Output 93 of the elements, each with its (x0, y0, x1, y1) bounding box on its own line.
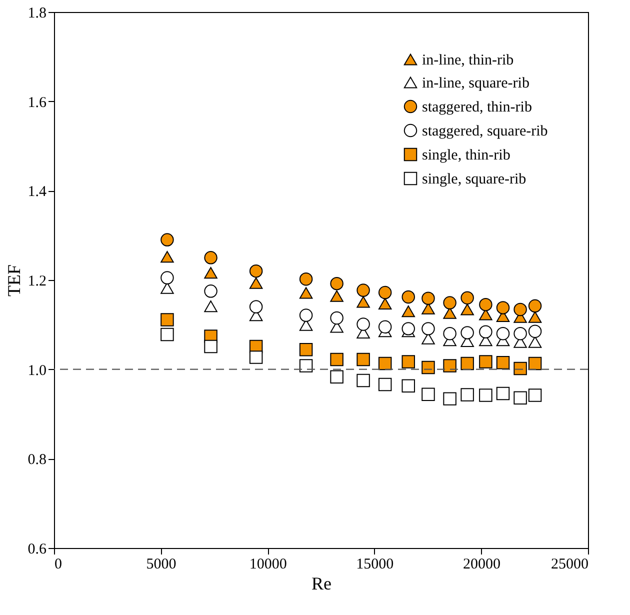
point (443, 392, 456, 406)
point (299, 359, 313, 372)
point (528, 324, 542, 338)
x-tick-label: 15000 (356, 556, 394, 572)
point (422, 388, 435, 401)
point (330, 276, 344, 290)
point (378, 320, 392, 334)
point (356, 284, 370, 297)
point (528, 311, 542, 323)
point (514, 326, 527, 340)
point (496, 301, 510, 314)
legend-label: single, thin-rib (422, 148, 510, 164)
point (422, 292, 435, 305)
point (402, 322, 415, 336)
legend-label: in-line, square-rib (422, 76, 530, 92)
point (204, 251, 218, 264)
point (160, 328, 174, 342)
point (356, 296, 370, 308)
point (460, 388, 474, 402)
point (330, 290, 344, 302)
point (460, 304, 474, 316)
point (443, 296, 456, 310)
y-axis-title: TEF (4, 264, 24, 297)
point (460, 356, 474, 370)
y-tick-label: 0.6 (28, 542, 47, 558)
x-axis-title: Re (312, 574, 332, 594)
point (204, 300, 218, 312)
y-tick-label: 1.4 (28, 184, 47, 200)
point (422, 322, 435, 336)
point (160, 282, 174, 294)
point (160, 271, 174, 284)
point (460, 326, 474, 340)
point (479, 325, 492, 338)
point (528, 388, 542, 402)
point (378, 356, 392, 370)
point (204, 284, 218, 298)
point (443, 307, 456, 319)
x-tick-label: 20000 (462, 556, 500, 572)
y-tick-label: 1.6 (28, 94, 47, 111)
point (330, 311, 344, 325)
point (443, 359, 456, 372)
point (378, 286, 392, 300)
y-tick-label: 0.8 (28, 452, 46, 468)
point (514, 302, 527, 316)
point (249, 350, 263, 364)
point (496, 326, 510, 340)
point (528, 356, 542, 370)
point (299, 287, 313, 299)
point (160, 250, 174, 263)
point (479, 298, 492, 312)
x-tick-label: 5000 (146, 556, 176, 572)
point (249, 300, 263, 314)
point (160, 313, 174, 326)
point (479, 388, 492, 402)
point (496, 356, 510, 370)
point (402, 305, 415, 318)
point (479, 355, 492, 368)
point (330, 352, 344, 366)
y-tick-label: 1.0 (28, 362, 46, 379)
x-tick-label: 10000 (249, 556, 287, 572)
point (514, 362, 527, 376)
point (460, 291, 474, 304)
point (299, 272, 313, 286)
x-tick-label: 0 (54, 556, 62, 572)
legend-label: in-line, thin-rib (422, 52, 514, 68)
point (402, 379, 415, 392)
point (330, 370, 344, 384)
point (249, 264, 263, 278)
legend-label: staggered, thin-rib (422, 100, 532, 116)
point (402, 355, 415, 368)
point (356, 352, 370, 366)
point (356, 318, 370, 331)
point (443, 326, 456, 340)
point (402, 290, 415, 304)
point (378, 378, 392, 392)
y-tick-label: 1.8 (28, 6, 46, 22)
point (299, 308, 313, 322)
x-tick-label: 25000 (551, 556, 588, 572)
point (514, 391, 527, 405)
legend-label: staggered, square-rib (422, 124, 548, 140)
point (204, 267, 218, 279)
point (299, 343, 313, 356)
point (160, 233, 174, 246)
point (496, 386, 510, 400)
point (422, 302, 435, 314)
point (528, 336, 542, 348)
point (356, 374, 370, 388)
point (204, 340, 218, 354)
y-tick-label: 1.2 (28, 274, 46, 290)
legend-label: single, square-rib (422, 172, 526, 188)
point (528, 299, 542, 313)
point (378, 298, 392, 310)
point (249, 277, 263, 289)
